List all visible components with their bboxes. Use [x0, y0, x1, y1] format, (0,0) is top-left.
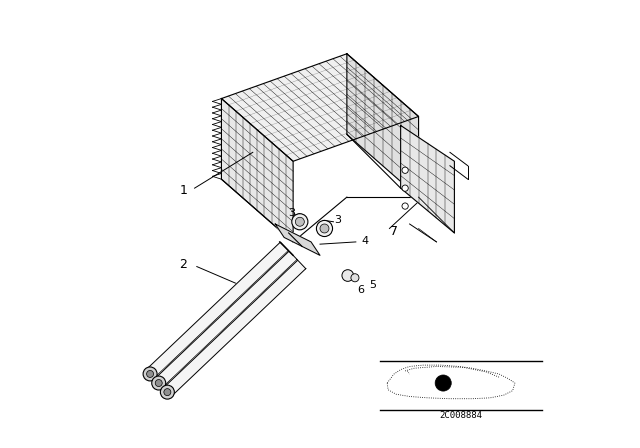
- Text: 3: 3: [288, 208, 295, 218]
- Text: 2: 2: [179, 258, 188, 271]
- Circle shape: [296, 217, 305, 226]
- Polygon shape: [221, 54, 419, 161]
- Circle shape: [147, 370, 154, 378]
- Circle shape: [435, 375, 451, 391]
- Circle shape: [402, 167, 408, 173]
- Circle shape: [161, 385, 174, 399]
- Text: 7: 7: [390, 225, 398, 238]
- Circle shape: [156, 379, 162, 387]
- Text: 5: 5: [369, 280, 376, 290]
- Circle shape: [320, 224, 329, 233]
- Text: 6: 6: [358, 285, 365, 295]
- Polygon shape: [401, 125, 454, 233]
- Circle shape: [402, 185, 408, 191]
- Circle shape: [342, 270, 354, 281]
- Circle shape: [316, 220, 333, 237]
- Circle shape: [143, 367, 157, 381]
- Text: 1: 1: [179, 184, 188, 197]
- Circle shape: [351, 274, 359, 282]
- Circle shape: [164, 388, 171, 396]
- Circle shape: [292, 214, 308, 230]
- Text: 4: 4: [361, 236, 369, 246]
- Polygon shape: [347, 54, 419, 197]
- Text: 3: 3: [335, 215, 341, 224]
- Text: 2C008884: 2C008884: [440, 411, 483, 420]
- Circle shape: [402, 203, 408, 209]
- Polygon shape: [163, 260, 306, 396]
- Polygon shape: [275, 224, 320, 255]
- Polygon shape: [155, 251, 297, 387]
- Polygon shape: [146, 242, 289, 378]
- Circle shape: [152, 376, 166, 390]
- Polygon shape: [221, 99, 293, 242]
